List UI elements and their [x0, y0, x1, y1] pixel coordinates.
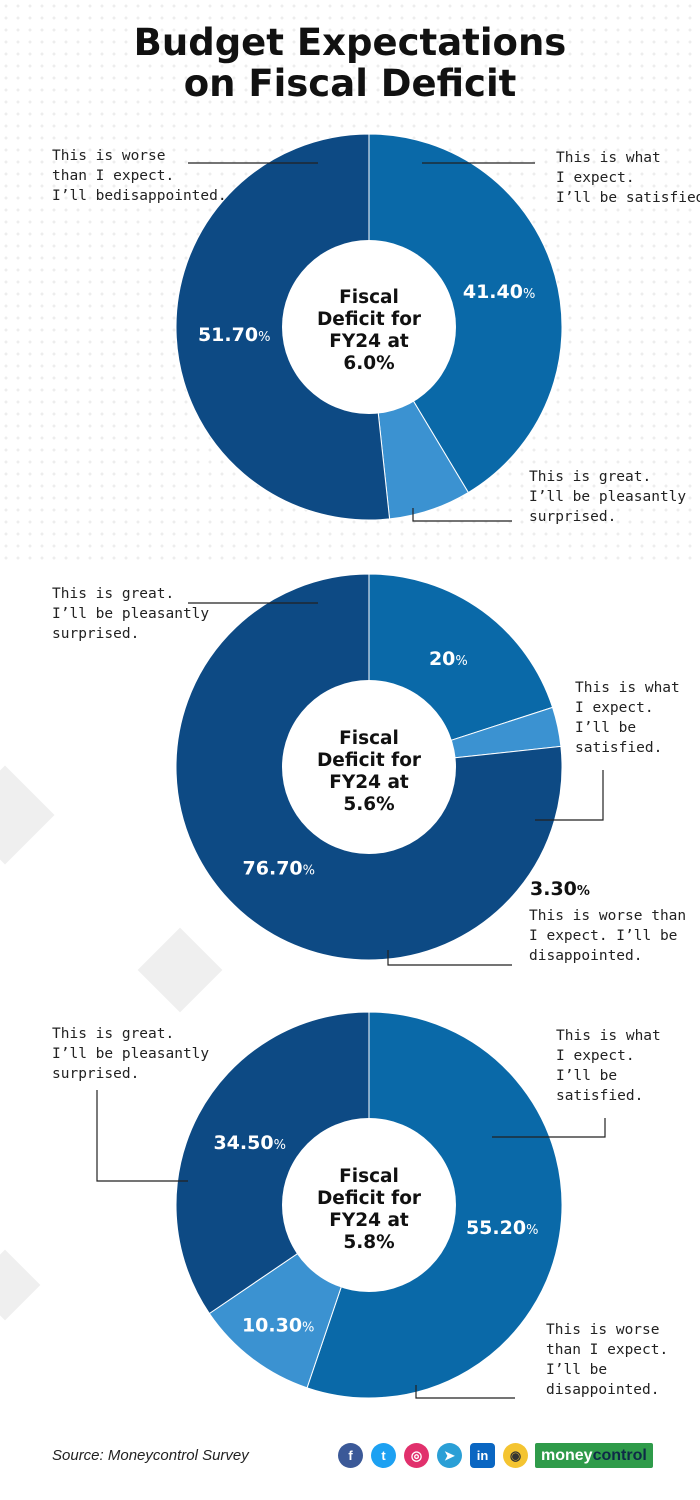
chart3-note-worse: This is worsethan I expect.I’ll bedisapp…: [546, 1320, 668, 1400]
koo-icon[interactable]: ◉: [503, 1443, 528, 1468]
linkedin-icon[interactable]: in: [470, 1443, 495, 1468]
chart1-center-label: FiscalDeficit forFY24 at6.0%: [284, 287, 454, 375]
chart1-note-expect: This is whatI expect.I’ll be satisfied.: [556, 148, 700, 208]
chart2-note-great: This is great.I’ll be pleasantlysurprise…: [52, 584, 209, 644]
chart3-note-great: This is great.I’ll be pleasantlysurprise…: [52, 1024, 209, 1084]
chart1-note-great: This is great.I’ll be pleasantlysurprise…: [529, 467, 686, 527]
source-note: Source: Moneycontrol Survey: [52, 1447, 249, 1464]
chart2-small-slice-pct: 3.30%: [530, 878, 590, 900]
chart2-note-expect: This is whatI expect.I’ll besatisfied.: [575, 678, 680, 758]
facebook-icon[interactable]: f: [338, 1443, 363, 1468]
chart3-center-label: FiscalDeficit forFY24 at5.8%: [284, 1166, 454, 1254]
chart2-center-label: FiscalDeficit forFY24 at5.6%: [284, 728, 454, 816]
brand-part-1: money: [541, 1447, 593, 1465]
moneycontrol-logo[interactable]: moneycontrol: [535, 1443, 653, 1468]
brand-part-2: control: [593, 1447, 647, 1465]
chart3-note-expect: This is whatI expect.I’ll besatisfied.: [556, 1026, 661, 1106]
instagram-icon[interactable]: ◎: [404, 1443, 429, 1468]
chart-3-leader-line-3: [97, 1090, 188, 1181]
chart1-note-worse: This is worsethan I expect.I’ll bedisapp…: [52, 146, 227, 206]
telegram-icon[interactable]: ➤: [437, 1443, 462, 1468]
chart2-note-worse: This is worse thanI expect. I’ll bedisap…: [529, 906, 686, 966]
twitter-icon[interactable]: t: [371, 1443, 396, 1468]
